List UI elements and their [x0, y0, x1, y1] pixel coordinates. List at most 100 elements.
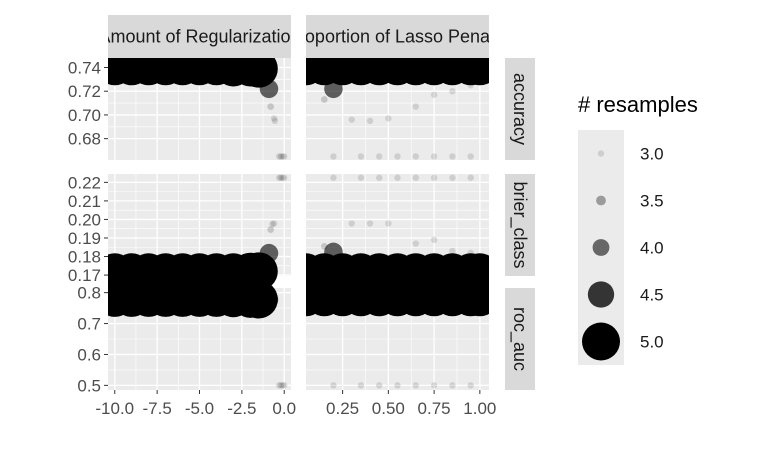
- data-point: [376, 174, 383, 181]
- y-tick-label: 0.20: [68, 210, 101, 229]
- data-point: [449, 382, 456, 389]
- facet-strip-row-1: [505, 174, 535, 276]
- legend-label: 4.0: [640, 239, 664, 258]
- panel-backgrounds: [108, 58, 489, 390]
- data-point: [376, 382, 383, 389]
- y-tick-label: 0.68: [68, 130, 101, 149]
- data-point: [412, 240, 419, 247]
- data-point: [275, 153, 283, 160]
- data-point: [330, 382, 337, 389]
- data-point: [267, 103, 275, 110]
- legend-key-bg: [578, 130, 624, 177]
- data-point: [412, 174, 419, 181]
- data-point: [357, 382, 365, 389]
- data-point: [271, 117, 279, 125]
- legend-label: 3.0: [640, 145, 664, 164]
- y-tick-label: 0.6: [77, 345, 101, 364]
- data-point: [394, 174, 401, 181]
- legend-title: # resamples: [578, 92, 698, 117]
- points-amount-of-regularization: [108, 58, 288, 389]
- y-tick-label: 0.19: [68, 229, 101, 248]
- data-point: [366, 117, 374, 125]
- data-point: [412, 103, 419, 110]
- data-point: [357, 174, 365, 181]
- x-tick-label: -10.0: [95, 399, 134, 418]
- data-point: [460, 278, 489, 317]
- facet-strip-col-1: [306, 15, 489, 58]
- data-point: [385, 220, 392, 227]
- data-point: [412, 153, 419, 160]
- data-point: [281, 382, 288, 389]
- data-point: [376, 153, 383, 160]
- data-point: [460, 58, 489, 86]
- legend-key-circle: [597, 150, 605, 157]
- legend-label: 5.0: [640, 333, 664, 352]
- data-point: [449, 247, 456, 255]
- legend: # resamples 3.0 3.5 4.0 4.5 5.0: [578, 92, 698, 365]
- legend-key-circle: [592, 239, 610, 256]
- data-point: [430, 174, 438, 181]
- data-point: [348, 116, 355, 123]
- data-point: [430, 382, 438, 389]
- data-point: [279, 153, 286, 160]
- facet-label-col-0: Amount of Regularization: [98, 27, 300, 47]
- data-point: [270, 220, 278, 227]
- data-point: [430, 91, 438, 98]
- data-point: [394, 153, 401, 160]
- data-point: [330, 153, 337, 160]
- y-tick-label: 0.17: [68, 266, 101, 285]
- data-point: [320, 96, 328, 103]
- data-point: [277, 174, 285, 181]
- data-point: [430, 236, 438, 244]
- y-tick-label: 0.22: [68, 173, 101, 192]
- axes: 0.68 0.70 0.72 0.74 0.170.180.190.200.210.22…: [68, 58, 496, 418]
- y-tick-label: 0.18: [68, 248, 101, 267]
- data-point: [467, 174, 474, 181]
- x-tick-label: 0.25: [326, 399, 359, 418]
- data-point: [275, 382, 283, 389]
- facet-strip-col-0: [108, 15, 291, 58]
- data-point: [270, 115, 278, 122]
- y-tick-label: 0.74: [68, 58, 101, 77]
- x-tick-label: 0.50: [372, 399, 405, 418]
- data-point: [275, 174, 283, 181]
- facet-strip-row-0: [505, 58, 535, 160]
- facet-label-col-1: Proportion of Lasso Penalty: [287, 27, 508, 47]
- points-proportion-of-lasso-penalty: [306, 58, 489, 389]
- facet-label-row-0: accuracy: [510, 73, 530, 145]
- y-tick-label: 0.5: [77, 376, 101, 395]
- y-tick-label: 0.8: [77, 284, 101, 303]
- y-tick-label: 0.70: [68, 106, 101, 125]
- legend-key-bg: [578, 177, 624, 224]
- data-point: [394, 382, 401, 389]
- data-point: [281, 153, 288, 160]
- data-point: [267, 226, 275, 233]
- data-point: [279, 174, 286, 181]
- data-point: [279, 382, 286, 389]
- data-point: [357, 153, 365, 160]
- data-point: [239, 280, 278, 319]
- data-point: [366, 220, 374, 227]
- data-point: [330, 174, 337, 181]
- data-point: [277, 382, 285, 389]
- data-point: [239, 58, 278, 88]
- facet-label-row-2: roc_auc: [509, 307, 530, 371]
- data-point: [449, 153, 456, 160]
- legend-key-circle: [596, 195, 606, 206]
- facet-label-row-1: brier_class: [509, 181, 530, 268]
- data-point: [449, 174, 456, 181]
- data-point: [467, 153, 474, 160]
- gridlines: [108, 58, 489, 390]
- legend-label: 3.5: [640, 192, 664, 211]
- data-point: [412, 382, 419, 389]
- x-tick-label: 0.0: [272, 399, 296, 418]
- data-point: [430, 153, 438, 160]
- data-point: [348, 220, 355, 227]
- x-tick-label: 1.00: [463, 399, 496, 418]
- legend-key-circle: [587, 281, 615, 308]
- data-point: [269, 220, 276, 228]
- data-point: [281, 174, 288, 181]
- data-point: [467, 382, 474, 389]
